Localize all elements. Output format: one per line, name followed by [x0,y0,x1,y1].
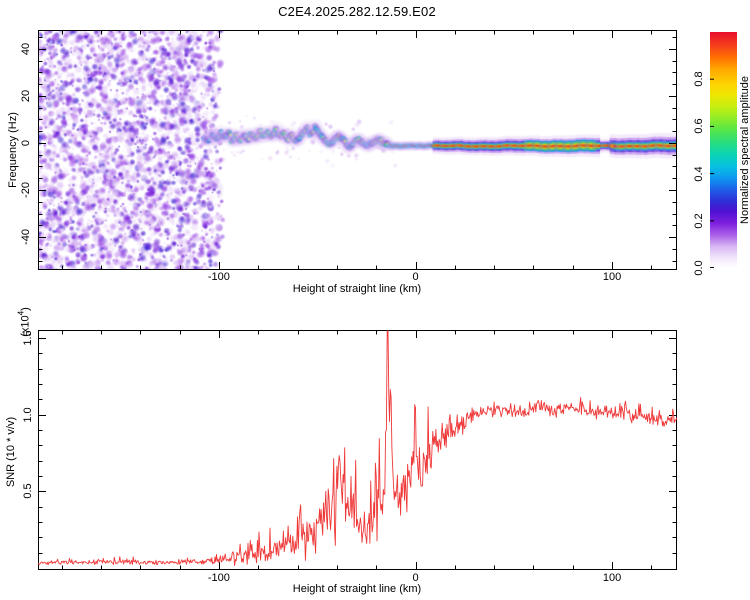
spectrogram-x-axis-title: Height of straight line (km) [292,283,422,295]
colorbar-gradient [710,32,737,268]
tick-label: 0.6 [693,118,705,135]
tick-label: 100 [602,572,622,584]
tick-label: -100 [207,271,230,283]
tick-label: 40 [20,42,32,55]
tick-label: 100 [602,271,622,283]
tick-label: 1.0 [22,406,34,423]
tick-label: -40 [20,229,32,245]
colorbar-ticks [710,78,714,268]
tick-label: 0.8 [693,71,705,87]
tick-label: 0 [20,139,32,146]
snr-y-axis-title: SNR (10 * v/v) [5,416,17,488]
snr-curve [38,330,677,567]
snr-line-plot [38,330,677,570]
tick-label: 0 [412,572,419,584]
tick-label: 0.2 [693,213,705,229]
tick-label: 0.5 [22,483,34,499]
colorbar-title: Normalized spectral amplitude [739,76,750,224]
tick-label: 0.4 [693,165,705,182]
tick-label: 0 [412,271,419,283]
tick-label: 1.5 [22,330,34,346]
spectrogram-heatmap [38,30,677,270]
figure-title: C2E4.2025.282.12.59.E02 [278,4,436,19]
tick-label: -100 [207,572,230,584]
tick-label: 20 [20,89,32,102]
snr-x-axis-title: Height of straight line (km) [292,583,422,595]
tick-label: 0.0 [693,260,705,276]
spectrogram-axes-frame [38,30,677,270]
tick-label: -20 [20,182,32,198]
spectrogram-y-axis-title: Frequency (Hz) [7,112,19,188]
